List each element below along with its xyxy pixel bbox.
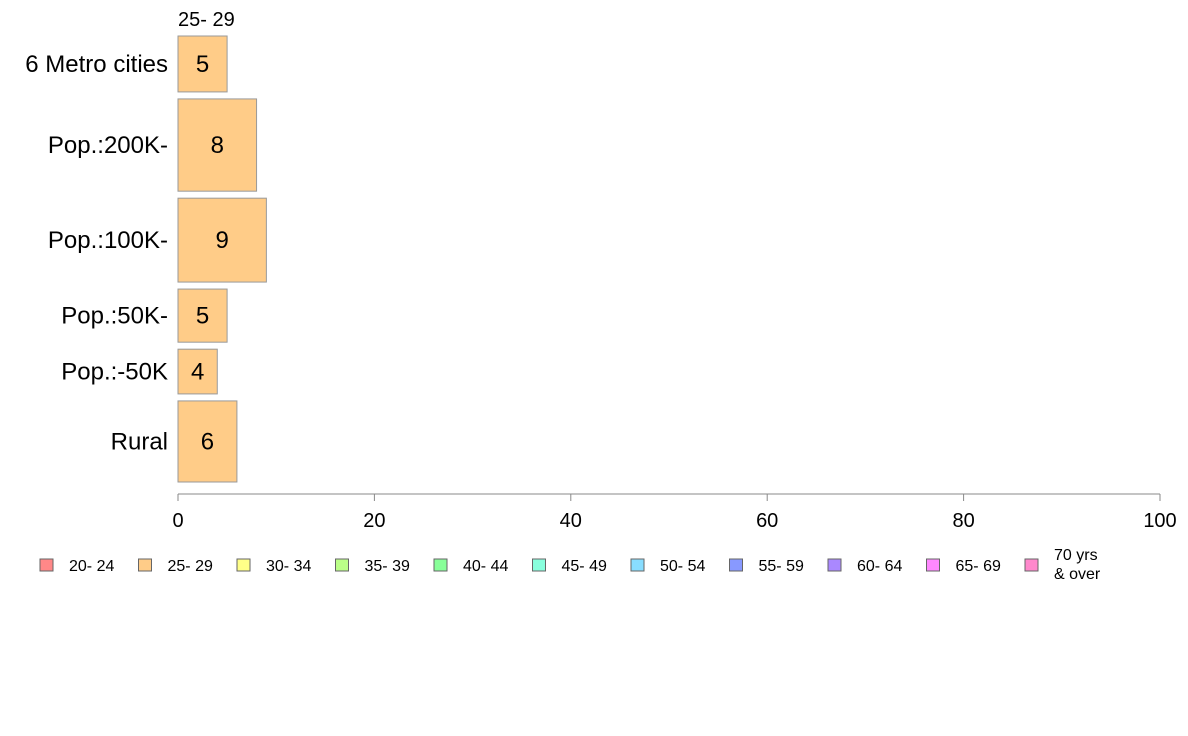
category-label: 6 Metro cities: [25, 51, 168, 78]
bar-value-label: 5: [196, 303, 209, 330]
legend-label: 70 yrs & over: [1054, 547, 1101, 583]
legend: 20- 24 25- 29 30- 34 35- 39 40- 44 45- 49 50- …: [39, 547, 1101, 583]
legend-swatch: [39, 558, 54, 572]
category-labels: 6 Metro cities Pop.:200K- Pop.:100K- Pop.:5…: [25, 51, 168, 456]
bar-value-label: 9: [216, 227, 229, 254]
x-tick-label: 20: [363, 510, 385, 532]
bar-value-label: 5: [196, 51, 209, 78]
category-label: Pop.:50K-: [61, 303, 168, 330]
legend-swatch: [926, 558, 940, 572]
legend-label: 55- 59: [759, 558, 804, 575]
x-tick-label: 80: [952, 510, 974, 532]
bar: [177, 400, 238, 483]
legend-label: 60- 64: [857, 558, 902, 575]
legend-label: 45- 49: [562, 558, 607, 575]
category-label: Pop.:100K-: [48, 227, 168, 254]
bar: [177, 35, 228, 93]
top-series-label: 25- 29: [178, 9, 235, 31]
bar: [177, 288, 228, 343]
legend-swatch: [138, 558, 152, 572]
bar: [177, 197, 267, 283]
legend-label: 50- 54: [660, 558, 705, 575]
legend-label: 35- 39: [365, 558, 410, 575]
legend-label: 30- 34: [266, 558, 311, 575]
legend-swatch: [729, 558, 743, 572]
bar: [177, 348, 218, 395]
x-tick-label: 100: [1143, 510, 1176, 532]
legend-swatch: [827, 558, 842, 572]
x-tick-label: 40: [560, 510, 582, 532]
bar-value-label: 8: [211, 132, 224, 159]
category-label: Pop.:200K-: [48, 132, 168, 159]
legend-swatch: [236, 558, 251, 572]
legend-label: 25- 29: [168, 558, 213, 575]
bar: [177, 98, 258, 192]
x-tick-label: 0: [172, 510, 183, 532]
legend-swatch: [433, 558, 448, 572]
x-tick-label: 60: [756, 510, 778, 532]
legend-swatch: [532, 558, 546, 572]
bar-value-label: 6: [201, 428, 214, 455]
legend-label: 40- 44: [463, 558, 508, 575]
legend-label: 20- 24: [69, 558, 114, 575]
category-label: Pop.:-50K: [61, 359, 168, 386]
bars-group: 5 8 9 5 4 6: [177, 35, 267, 483]
bar-value-label: 4: [191, 359, 204, 386]
legend-swatch: [1024, 558, 1039, 572]
legend-swatch: [335, 558, 349, 572]
category-label: Rural: [111, 428, 168, 455]
x-axis: 0 20 40 60 80 100: [172, 493, 1177, 532]
legend-swatch: [630, 558, 645, 572]
legend-label: 65- 69: [956, 558, 1001, 575]
